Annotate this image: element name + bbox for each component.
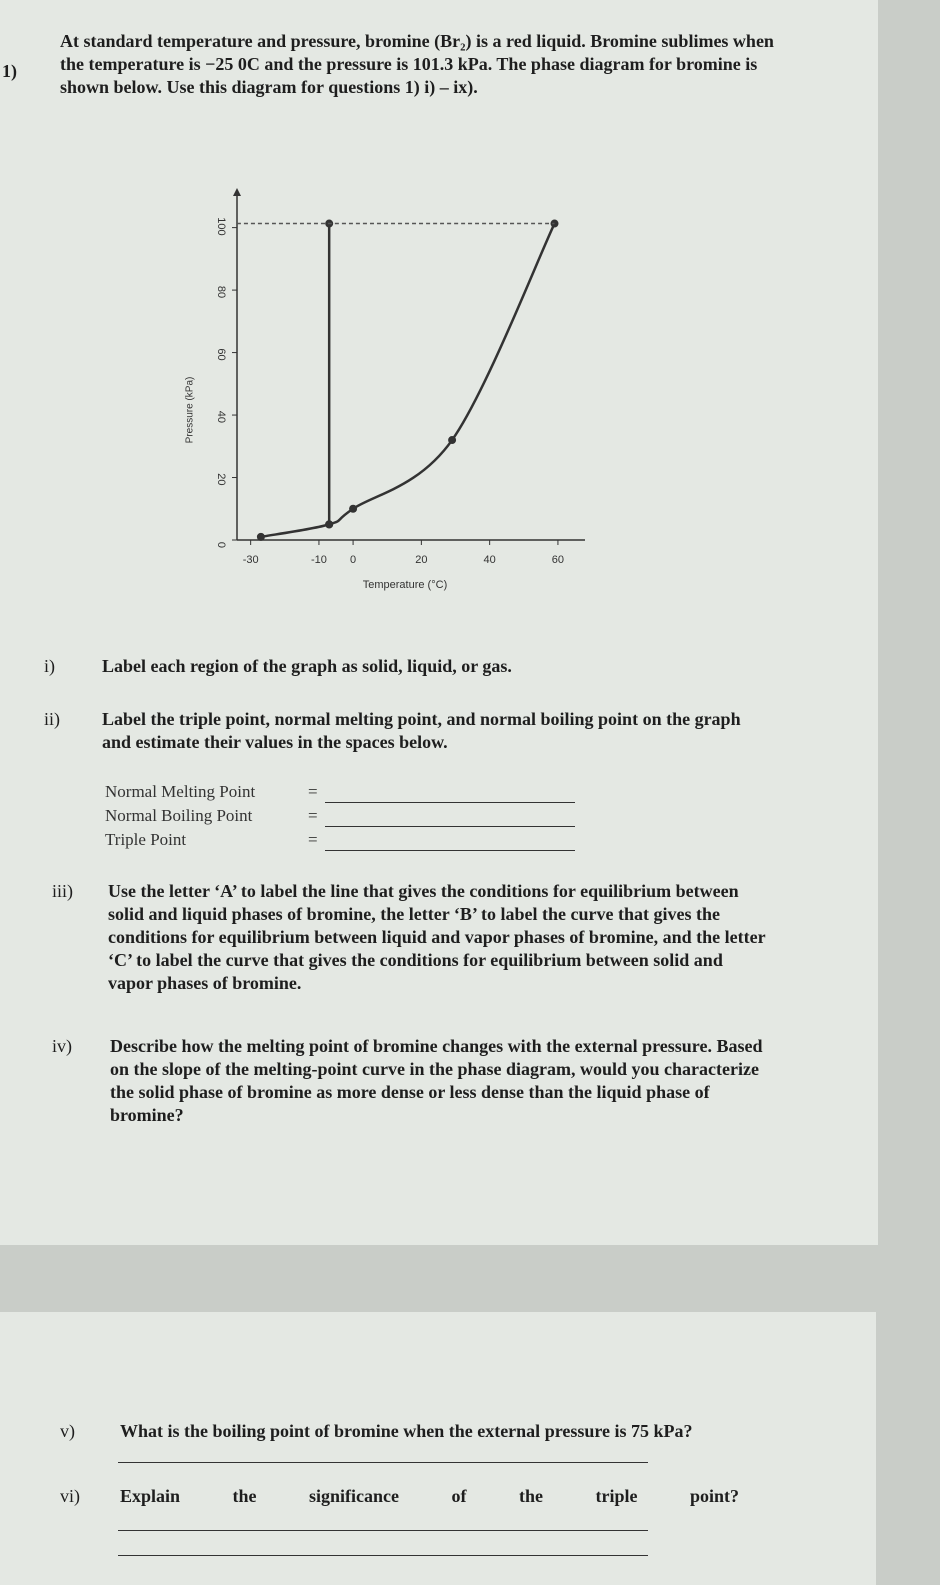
- y-tick-label: 100: [215, 217, 227, 235]
- paper-sheet: [0, 0, 878, 1245]
- question-text: At standard temperature and pressure, br…: [60, 31, 774, 97]
- part-text: Label each region of the graph as solid,…: [102, 656, 512, 676]
- blank-sign: =: [308, 806, 318, 825]
- part-label: i): [44, 656, 55, 676]
- x-tick-label: 60: [552, 554, 564, 566]
- y-tick-label: 60: [215, 348, 227, 360]
- part-label: vi): [60, 1486, 80, 1506]
- answer-line: [118, 1530, 648, 1531]
- part-text: What is the boiling point of bromine whe…: [120, 1421, 693, 1441]
- part-label: v): [60, 1421, 75, 1441]
- paper-sheet: [0, 1312, 876, 1585]
- y-axis-arrow: [233, 188, 241, 196]
- y-axis-label: Pressure (kPa): [185, 377, 196, 444]
- phase-point: [349, 504, 358, 513]
- blank-label: Normal Boiling Point: [105, 806, 253, 825]
- part-label: iii): [52, 881, 73, 901]
- phase-point: [325, 520, 334, 529]
- part-label: ii): [44, 709, 60, 729]
- phase-point: [448, 436, 457, 445]
- y-tick-label: 80: [215, 286, 227, 298]
- part-label: iv): [52, 1036, 72, 1056]
- part-text: Explain the significance of the triple p…: [120, 1486, 740, 1506]
- answer-line: [118, 1462, 648, 1463]
- part-text: Use the letter ‘A’ to label the line tha…: [108, 881, 766, 993]
- question-number: 1): [2, 61, 17, 81]
- answer-line: [325, 850, 575, 851]
- answer-line: [325, 802, 575, 803]
- phase-line: [260, 223, 556, 539]
- answer-line: [118, 1555, 648, 1556]
- x-tick-label: -10: [311, 554, 327, 566]
- blank-sign: =: [308, 782, 318, 801]
- x-tick-label: 40: [484, 554, 496, 566]
- answer-line: [325, 826, 575, 827]
- phase-diagram: Pressure (kPa) Temperature (°C) 0 20 40 60 8…: [185, 188, 585, 591]
- part-text: Label the triple point, normal melting p…: [102, 709, 741, 752]
- x-tick-label: 20: [415, 554, 427, 566]
- blank-sign: =: [308, 830, 318, 849]
- part-text: Describe how the melting point of bromin…: [110, 1036, 763, 1125]
- y-tick-label: 20: [215, 473, 227, 485]
- blank-label: Triple Point: [105, 830, 187, 849]
- x-tick-label: 0: [350, 554, 356, 566]
- x-axis-label: Temperature (°C): [363, 579, 447, 591]
- y-tick-label: 40: [215, 411, 227, 423]
- x-tick-label: -30: [243, 554, 259, 566]
- phase-point: [256, 532, 265, 541]
- y-tick-label: 0: [215, 542, 227, 548]
- blank-label: Normal Melting Point: [105, 782, 256, 801]
